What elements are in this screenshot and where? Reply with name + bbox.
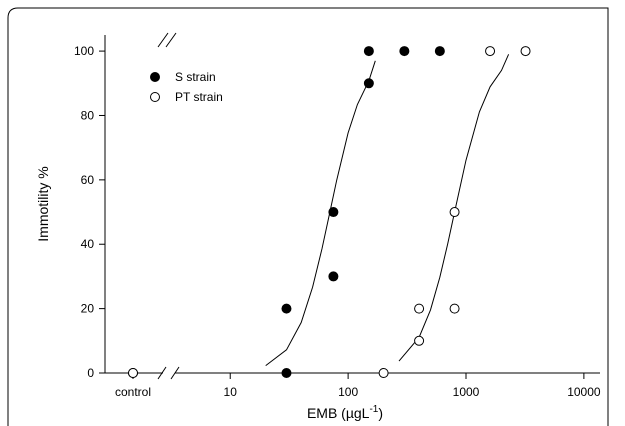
x-tick-label: control [115,385,151,399]
x-label-text: EMB (µgL [307,405,370,421]
point [449,207,460,218]
x-tick-label: 100 [338,385,358,399]
point [399,46,410,57]
x-tick-label: 1000 [453,385,480,399]
point [281,368,292,378]
y-tick-label: 40 [81,237,95,251]
point [414,303,425,314]
axis-break [157,366,167,380]
legend-marker [150,92,160,102]
point [414,335,425,346]
legend-label: S strain [175,70,216,84]
point [328,207,339,218]
x-tick-label: 10000 [567,385,601,399]
axis-break [165,32,177,48]
point [378,368,389,378]
x-tick-label: 10 [224,385,238,399]
y-axis-label: Immotility % [35,166,51,241]
y-tick-label: 0 [87,366,94,380]
y-tick-label: 20 [81,302,95,316]
point [449,303,460,314]
legend-label: PT strain [175,90,223,104]
frame [7,7,609,426]
y-tick-label: 100 [74,44,94,58]
point [363,78,374,89]
x-label-end: ) [378,405,383,421]
point [328,271,339,282]
axis-break [157,32,169,48]
y-tick-label: 80 [81,108,95,122]
point [363,46,374,57]
x-label-sup: -1 [369,404,378,415]
fit-curve [265,60,376,366]
point [281,303,292,314]
x-axis-label: EMB (µgL-1) [307,404,383,421]
control-point [128,368,138,378]
y-tick-label: 60 [81,173,95,187]
point [485,46,496,57]
point [434,46,445,57]
point [520,46,531,57]
axis-break [170,366,180,380]
legend-marker [150,72,160,82]
